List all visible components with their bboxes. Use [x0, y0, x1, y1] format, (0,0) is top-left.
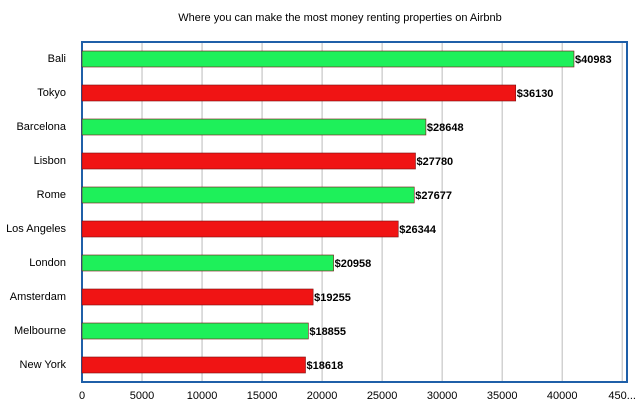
y-tick-label: Rome — [37, 189, 66, 201]
x-tick-label: 25000 — [367, 390, 398, 402]
value-label: $26344 — [399, 224, 437, 236]
x-tick-label: 30000 — [427, 390, 458, 402]
plot-border — [81, 41, 628, 383]
y-tick-label: Bali — [48, 53, 66, 65]
y-tick-label: Amsterdam — [10, 291, 66, 303]
x-tick-label: 450... — [608, 390, 636, 402]
value-label: $36130 — [517, 88, 554, 100]
bar — [81, 356, 306, 374]
value-label: $27780 — [416, 156, 453, 168]
bar — [81, 186, 415, 204]
bar — [81, 288, 314, 306]
bar — [81, 254, 334, 272]
y-tick-label: New York — [20, 359, 67, 371]
value-label: $18618 — [306, 360, 343, 372]
value-label: $40983 — [575, 54, 612, 66]
x-tick-label: 10000 — [187, 390, 218, 402]
value-label: $27677 — [415, 190, 452, 202]
bar — [81, 152, 416, 170]
x-tick-label: 0 — [79, 390, 85, 402]
x-tick-label: 40000 — [547, 390, 578, 402]
value-label: $20958 — [335, 258, 372, 270]
value-label: $18855 — [309, 326, 346, 338]
value-label: $19255 — [314, 292, 351, 304]
bar — [81, 322, 309, 340]
bar — [81, 50, 575, 68]
y-tick-label: Barcelona — [16, 121, 66, 133]
chart-title: Where you can make the most money rentin… — [178, 12, 501, 24]
x-tick-label: 15000 — [247, 390, 278, 402]
y-tick-label: Tokyo — [37, 87, 66, 99]
bar — [81, 118, 427, 136]
x-tick-label: 35000 — [487, 390, 518, 402]
y-tick-label: Lisbon — [34, 155, 66, 167]
y-tick-label: London — [29, 257, 66, 269]
y-tick-label: Los Angeles — [6, 223, 66, 235]
x-tick-label: 5000 — [130, 390, 154, 402]
value-label: $28648 — [427, 122, 464, 134]
bar — [81, 84, 517, 102]
bar — [81, 220, 399, 238]
x-tick-label: 20000 — [307, 390, 338, 402]
y-tick-label: Melbourne — [14, 325, 66, 337]
